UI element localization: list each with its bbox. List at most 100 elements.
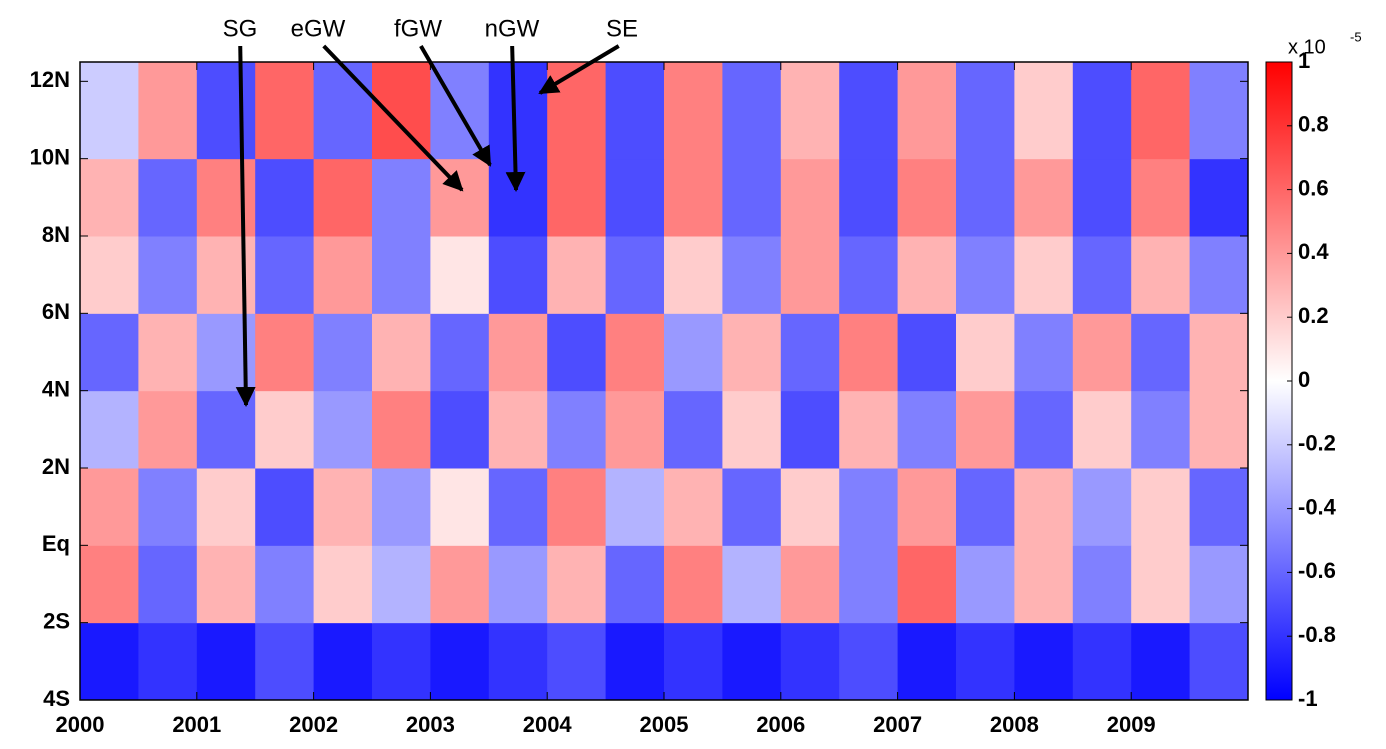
x-tick-label: 2003 (406, 712, 455, 737)
heatmap-cell (430, 622, 490, 701)
annotation: eGW (291, 15, 346, 42)
heatmap-cell (780, 622, 840, 701)
heatmap-cell (547, 236, 607, 314)
colorbar-tick-label: 1 (1298, 48, 1310, 73)
heatmap-cell (255, 236, 315, 314)
annotation-arrow (235, 45, 256, 407)
heatmap-cell (1014, 622, 1074, 701)
heatmap-cell (547, 390, 607, 469)
heatmap-cell (897, 545, 957, 624)
heatmap-cell (80, 468, 139, 546)
heatmap-cell (1014, 236, 1074, 314)
heatmap-cell (897, 313, 957, 392)
heatmap-cell (839, 313, 899, 392)
heatmap-cell (547, 622, 607, 701)
heatmap-cell (605, 158, 665, 237)
heatmap-cell (780, 62, 840, 160)
heatmap-cell (605, 390, 665, 469)
heatmap-cell (780, 313, 840, 392)
colorbar-scale: x 10 (1288, 36, 1326, 58)
heatmap-cell (1131, 622, 1191, 701)
y-tick-label: 2S (43, 608, 70, 633)
heatmap-cell (722, 390, 782, 469)
y-tick-label: 10N (30, 144, 70, 169)
colorbar-tick-label: 0.2 (1298, 303, 1329, 328)
heatmap-cell (839, 62, 899, 160)
heatmap-cell (547, 545, 607, 624)
heatmap-cell (780, 236, 840, 314)
heatmap-cell (1189, 62, 1249, 160)
heatmap-cell (372, 390, 431, 469)
heatmap-cell (255, 468, 315, 546)
heatmap-cell (372, 545, 431, 624)
heatmap-cell (138, 468, 198, 546)
heatmap-cell (80, 313, 139, 392)
heatmap-cell (255, 545, 315, 624)
heatmap-cell (80, 236, 139, 314)
x-tick-label: 2009 (1107, 712, 1156, 737)
heatmap-cell (839, 468, 899, 546)
heatmap-cell (196, 158, 256, 237)
annotation: fGW (394, 15, 442, 42)
heatmap-cell (488, 622, 548, 701)
heatmap-cell (1189, 545, 1249, 624)
heatmap-cell (313, 158, 373, 237)
heatmap-cell (956, 236, 1015, 314)
y-tick-label: 2N (42, 454, 70, 479)
heatmap-cell (1014, 158, 1074, 237)
annotation: SG (223, 15, 258, 42)
heatmap-cell (488, 390, 548, 469)
heatmap-cell (605, 468, 665, 546)
heatmap-cell (839, 390, 899, 469)
heatmap-cell (138, 236, 198, 314)
heatmap-cell (897, 390, 957, 469)
heatmap-cell (372, 158, 431, 237)
heatmap-cell (313, 622, 373, 701)
x-tick-label: 2008 (990, 712, 1039, 737)
heatmap-cell (430, 158, 490, 237)
heatmap-cell (138, 158, 198, 237)
heatmap-cell (1189, 236, 1249, 314)
heatmap-cell (605, 62, 665, 160)
heatmap-cell (430, 545, 490, 624)
heatmap-cell (196, 468, 256, 546)
y-tick-label: Eq (42, 531, 70, 556)
heatmap-cell (897, 468, 957, 546)
heatmap-cell (1072, 468, 1132, 546)
colorbar-tick-label: -0.8 (1298, 622, 1336, 647)
y-tick-label: 8N (42, 222, 70, 247)
heatmap-cell (1131, 545, 1191, 624)
heatmap-cell (1131, 313, 1191, 392)
heatmap-cell (1014, 545, 1074, 624)
heatmap-cell (372, 62, 431, 160)
heatmap-cell (547, 62, 607, 160)
heatmap-cell (138, 313, 198, 392)
heatmap-cell (313, 545, 373, 624)
heatmap-cell (664, 158, 723, 237)
heatmap-cell (664, 545, 723, 624)
heatmap-cell (488, 62, 548, 160)
y-tick-label: 4S (43, 686, 70, 711)
y-tick-label: 6N (42, 299, 70, 324)
heatmap-cell (839, 158, 899, 237)
x-tick-label: 2006 (756, 712, 805, 737)
heatmap-cell (1189, 622, 1249, 701)
heatmap-cell (80, 390, 139, 469)
heatmap-cell (1014, 390, 1074, 469)
heatmap-cell (547, 468, 607, 546)
heatmap-cell (138, 390, 198, 469)
heatmap-cell (1131, 158, 1191, 237)
heatmap-cell (1072, 313, 1132, 392)
annotation-arrow (538, 44, 620, 95)
heatmap-cell (196, 545, 256, 624)
heatmap-cell (372, 236, 431, 314)
heatmap-cell (722, 313, 782, 392)
heatmap-cell (956, 545, 1015, 624)
heatmap-cell (1189, 468, 1249, 546)
y-tick-label: 4N (42, 376, 70, 401)
heatmap-cell (313, 62, 373, 160)
heatmap-cell (488, 545, 548, 624)
heatmap-cell (605, 622, 665, 701)
heatmap-cell (80, 62, 139, 160)
heatmap-cell (897, 62, 957, 160)
